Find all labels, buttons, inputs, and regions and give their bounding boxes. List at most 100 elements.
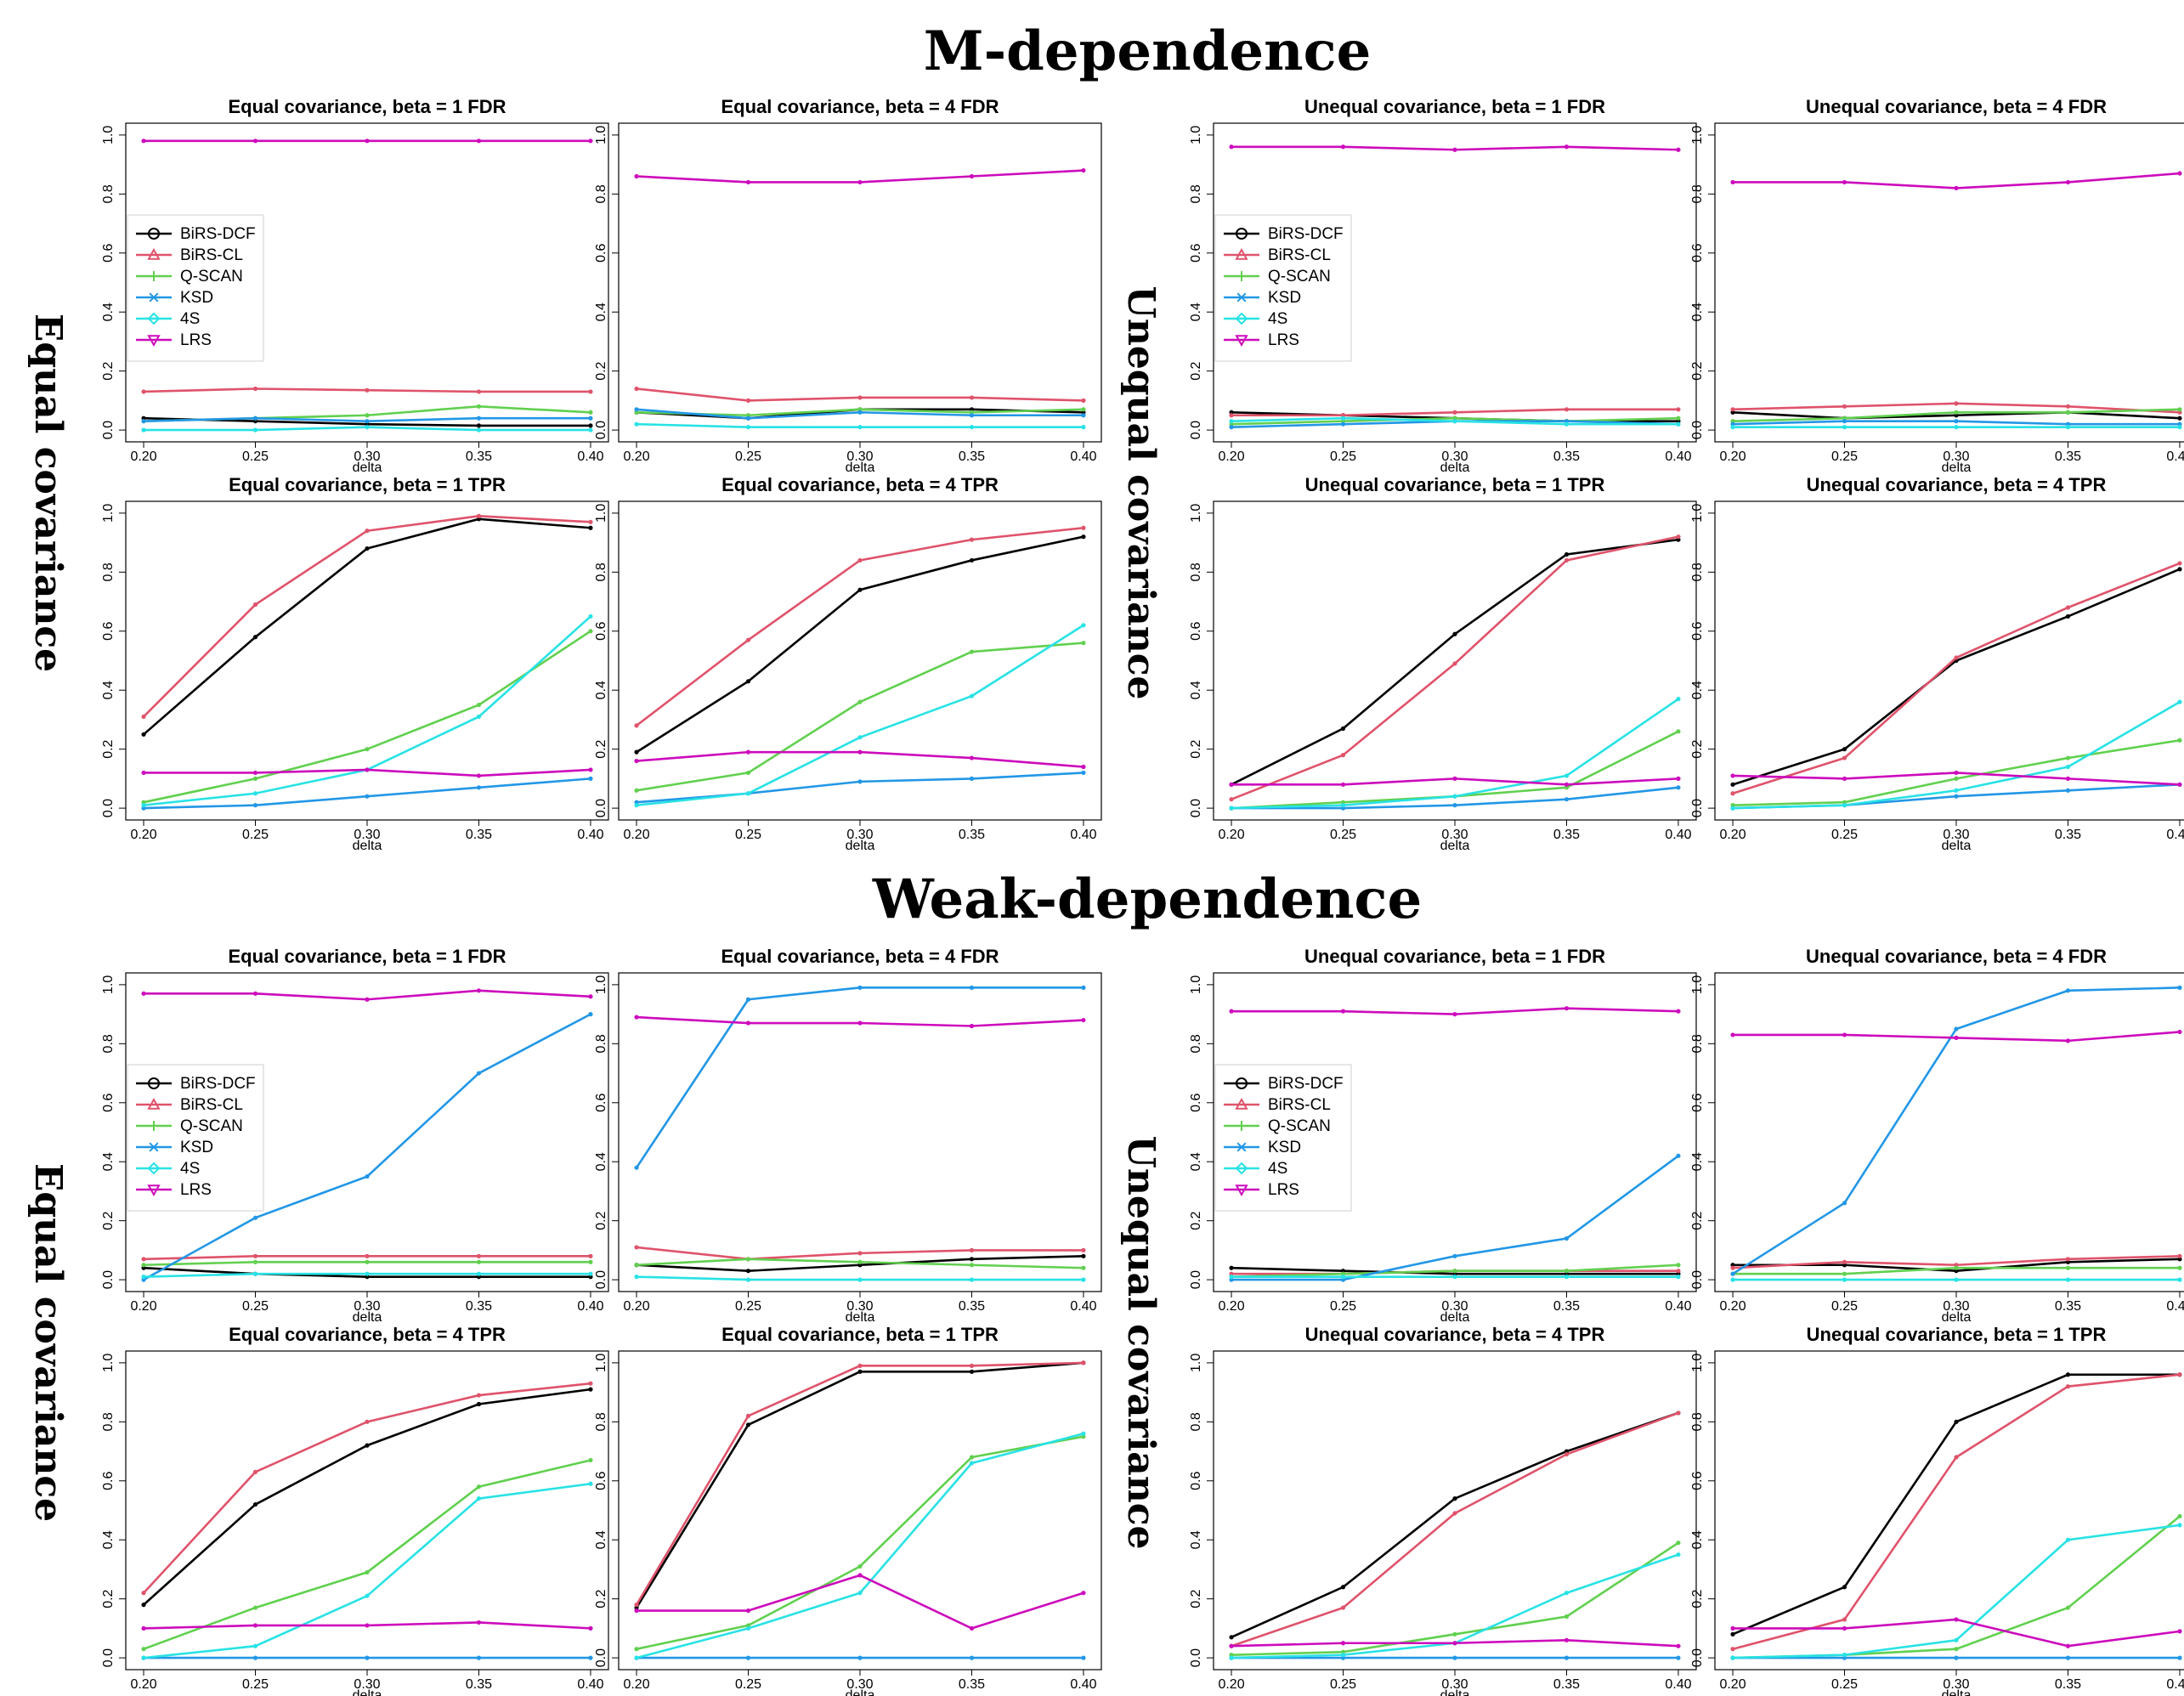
data-point <box>745 179 751 185</box>
data-point <box>969 1455 975 1460</box>
data-point <box>969 693 975 698</box>
data-point <box>1340 782 1346 787</box>
series-line-q-scan <box>636 1435 1084 1650</box>
data-point <box>588 525 593 530</box>
x-tick-label: 0.20 <box>623 1677 649 1692</box>
panel-title: Unequal covariance, beta = 4 FDR <box>1806 946 2107 967</box>
data-point <box>1676 697 1681 702</box>
data-point <box>1564 1614 1570 1620</box>
x-tick-label: 0.35 <box>1553 1299 1580 1314</box>
data-point <box>1676 729 1681 734</box>
data-point <box>1842 1271 1847 1276</box>
x-tick-label: 0.25 <box>1330 1299 1356 1314</box>
data-point <box>252 803 258 808</box>
y-tick-label: 1.0 <box>594 975 608 994</box>
legend-label: KSD <box>1268 289 1301 307</box>
data-point <box>588 629 593 634</box>
data-point <box>1452 1012 1457 1017</box>
data-point <box>1564 144 1570 150</box>
data-point <box>969 1625 975 1631</box>
data-point <box>141 803 146 808</box>
legend-marker-circle <box>148 1077 160 1089</box>
data-point <box>476 1253 482 1258</box>
data-point <box>141 1263 146 1268</box>
x-tick-label: 0.30 <box>846 1677 873 1692</box>
x-tick-label: 0.25 <box>735 1677 761 1692</box>
data-point <box>252 602 258 608</box>
data-point <box>1452 1631 1457 1637</box>
y-tick-label: 0.6 <box>1189 244 1203 263</box>
y-tick-label: 0.6 <box>1189 1094 1203 1112</box>
data-point <box>1081 425 1086 430</box>
data-point <box>745 416 751 421</box>
data-point <box>141 1655 146 1660</box>
data-point <box>634 1263 639 1268</box>
data-point <box>2065 755 2071 760</box>
data-point <box>745 1257 751 1262</box>
data-point <box>476 416 482 421</box>
legend-label: Q-SCAN <box>180 268 243 285</box>
legend-marker-triangle-down <box>147 335 161 348</box>
data-point <box>857 1363 863 1368</box>
y-tick-label: 0.0 <box>1690 1270 1705 1289</box>
x-tick-label: 0.35 <box>466 828 492 842</box>
data-point <box>1452 1253 1457 1258</box>
plot-frame <box>1213 1350 1697 1671</box>
data-point <box>857 395 863 400</box>
y-tick-label: 0.2 <box>594 1211 608 1230</box>
x-tick-label: 0.30 <box>1441 449 1468 464</box>
data-point <box>745 637 751 642</box>
x-tick-label: 0.30 <box>846 1299 873 1314</box>
data-point <box>1676 776 1681 781</box>
x-tick-label: 0.40 <box>1665 449 1691 464</box>
data-point <box>1954 1637 1959 1642</box>
data-point <box>252 1271 258 1276</box>
data-point <box>588 427 593 432</box>
y-tick-label: 0.8 <box>1690 563 1705 581</box>
data-point <box>1452 661 1457 666</box>
series-line-birs-cl <box>1732 1373 2181 1650</box>
series-line-birs-cl <box>1231 1411 1679 1648</box>
data-point <box>1676 1541 1681 1546</box>
data-point <box>588 1381 593 1386</box>
data-point <box>1081 1277 1086 1282</box>
x-tick-label: 0.30 <box>1441 1677 1468 1692</box>
data-point <box>857 1020 863 1026</box>
data-point <box>1340 726 1346 731</box>
legend-label: LRS <box>1268 331 1299 349</box>
panel-title: Unequal covariance, beta = 1 FDR <box>1304 946 1605 967</box>
y-tick-label: 0.6 <box>594 244 608 263</box>
chart-panel-4: Unequal covariance, beta = 4 FDR 0.0 0.2 0.… <box>1690 96 2184 475</box>
x-tick-label: 0.20 <box>1218 1677 1244 1692</box>
legend-label: LRS <box>180 331 212 349</box>
data-point <box>1676 1552 1681 1557</box>
data-point <box>1081 1253 1086 1258</box>
x-tick-label: 0.40 <box>2166 1299 2184 1314</box>
y-tick-label: 0.2 <box>101 739 116 758</box>
legend-label: BiRS-CL <box>1268 1096 1331 1114</box>
x-tick-label: 0.20 <box>130 1677 156 1692</box>
series-line-birs-cl <box>143 1382 591 1594</box>
x-tick-label: 0.25 <box>1831 1677 1858 1692</box>
data-point <box>1842 419 1847 424</box>
legend-marker-triangle <box>1235 1097 1248 1110</box>
data-point <box>588 1271 593 1276</box>
legend-label: LRS <box>180 1181 212 1199</box>
data-point <box>969 1247 975 1252</box>
x-axis-label: delta <box>1440 1688 1470 1696</box>
y-tick-label: 0.0 <box>594 1648 608 1667</box>
x-axis-label: delta <box>846 461 875 475</box>
y-tick-label: 0.4 <box>594 681 608 699</box>
x-tick-label: 0.20 <box>623 449 649 464</box>
data-point <box>1954 1026 1959 1032</box>
panel-title: Unequal covariance, beta = 1 TPR <box>1807 1324 2107 1345</box>
x-tick-label: 0.25 <box>735 449 761 464</box>
x-tick-label: 0.40 <box>577 1299 603 1314</box>
y-tick-label: 1.0 <box>101 1354 116 1372</box>
data-point <box>1954 655 1959 660</box>
data-point <box>1229 1635 1234 1640</box>
data-point <box>1081 985 1086 990</box>
y-tick-label: 0.8 <box>1690 1034 1705 1053</box>
data-point <box>857 985 863 990</box>
x-tick-label: 0.40 <box>1665 1299 1691 1314</box>
